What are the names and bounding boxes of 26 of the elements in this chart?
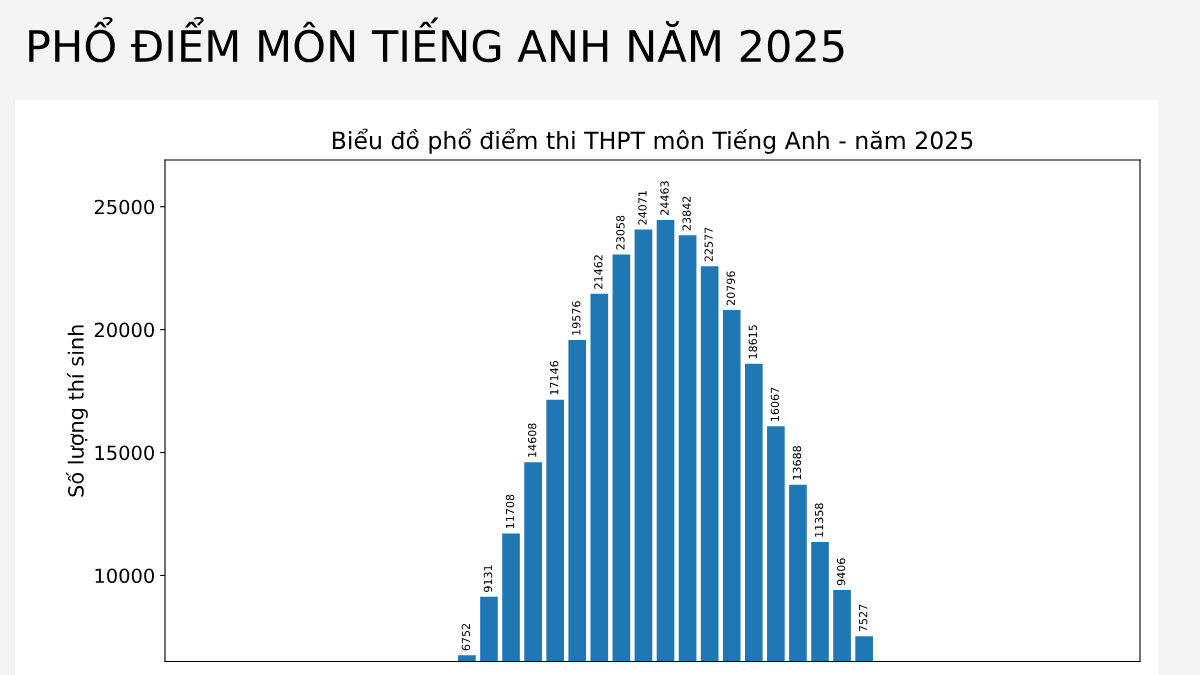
data-label: 11708: [505, 494, 515, 529]
y-tick-label: 25000: [94, 199, 154, 215]
y-axis-title: Số lượng thí sinh: [65, 325, 88, 497]
data-label: 20796: [726, 271, 735, 306]
data-label: 23842: [682, 196, 691, 231]
data-label: 23058: [616, 215, 625, 250]
data-label: 13688: [792, 446, 802, 480]
data-label: 22577: [704, 227, 713, 262]
data-label: 16067: [770, 387, 780, 421]
y-tick-label: 10000: [95, 568, 154, 584]
chart-subtitle: Biểu đồ phổ điểm thi THPT môn Tiếng Anh - năm 2025: [333, 128, 973, 154]
data-label: 24071: [638, 191, 647, 225]
data-label: 17146: [550, 360, 559, 395]
data-label: 18615: [748, 325, 758, 359]
data-label: 6752: [461, 623, 471, 651]
chart-title: PHỔ ĐIỂM MÔN TIẾNG ANH NĂM 2025: [29, 16, 844, 63]
y-tick-label: 15000: [95, 445, 154, 461]
data-label: 11358: [814, 503, 824, 537]
data-label: 21462: [594, 255, 603, 289]
data-label: 19576: [572, 301, 581, 335]
data-label: 14608: [527, 423, 537, 457]
data-label: 9131: [483, 565, 493, 592]
data-label: 24463: [660, 181, 669, 215]
y-tick-label: 20000: [94, 322, 154, 338]
data-label: 7527: [858, 604, 868, 632]
data-label: 9406: [836, 558, 846, 586]
